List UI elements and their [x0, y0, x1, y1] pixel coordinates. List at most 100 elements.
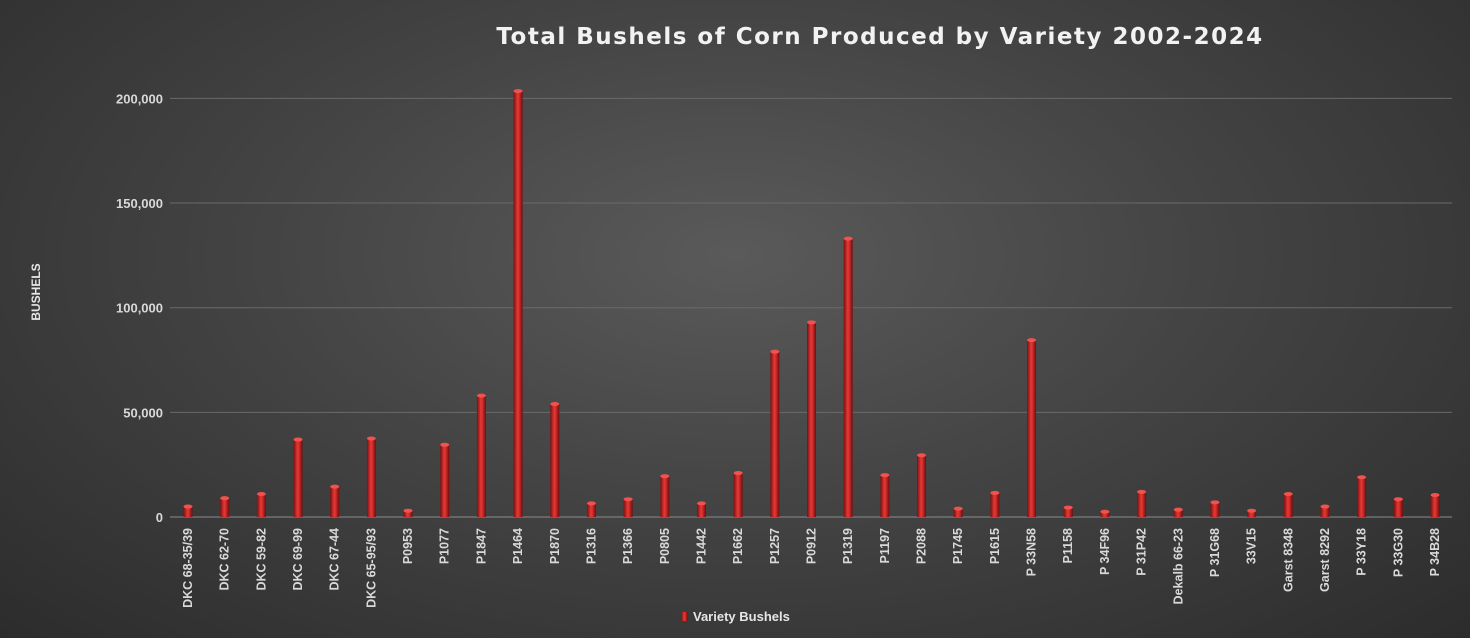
- bar: [366, 438, 376, 517]
- x-tick-label: P1870: [548, 528, 562, 564]
- bar: [220, 498, 230, 517]
- bar: [1393, 499, 1403, 517]
- bar: [880, 475, 890, 517]
- bar: [1247, 510, 1257, 517]
- bar: [440, 444, 450, 517]
- bars: [183, 89, 1440, 518]
- bar: [1357, 477, 1367, 517]
- bar-cap: [1210, 500, 1220, 505]
- bar-cap: [623, 497, 633, 502]
- bar: [330, 486, 340, 517]
- y-tick-label: 150,000: [116, 196, 163, 211]
- bar: [660, 476, 670, 517]
- bar: [953, 508, 963, 517]
- x-tick-label: P0805: [658, 528, 672, 564]
- x-tick-label: DKC 59-82: [254, 528, 268, 591]
- bar-cap: [1430, 493, 1440, 498]
- bar: [1063, 507, 1073, 517]
- y-tick-label: 100,000: [116, 301, 163, 316]
- bar-cap: [366, 436, 376, 441]
- bar: [1027, 340, 1037, 517]
- x-tick-label: 33V15: [1245, 528, 1259, 564]
- bar-cap: [330, 484, 340, 489]
- x-tick-label: P1745: [951, 528, 965, 564]
- bar-cap: [770, 349, 780, 354]
- bar-cap: [1063, 505, 1073, 510]
- bar-cap: [513, 89, 523, 94]
- x-tick-label: P 31G68: [1208, 528, 1222, 577]
- chart-title: Total Bushels of Corn Produced by Variet…: [496, 24, 1263, 50]
- x-tick-label: P1615: [988, 528, 1002, 564]
- bar-cap: [1027, 338, 1037, 343]
- bar: [256, 493, 266, 517]
- x-tick-label: P1847: [474, 528, 488, 564]
- bar-cap: [1100, 509, 1110, 514]
- x-tick-label: DKC 68-35/39: [181, 528, 195, 608]
- legend-swatch: [681, 612, 688, 621]
- x-axis-ticks: DKC 68-35/39 DKC 62-70 DKC 59-82 DKC 69-99 D…: [181, 528, 1442, 608]
- x-tick-label: P1319: [841, 528, 855, 564]
- x-tick-label: P2088: [915, 528, 929, 564]
- bar-cap: [1357, 475, 1367, 480]
- bar: [917, 455, 927, 517]
- bar-cap: [660, 474, 670, 479]
- bar: [1100, 511, 1110, 517]
- x-tick-label: P 31P42: [1135, 528, 1149, 576]
- x-tick-label: P0953: [401, 528, 415, 564]
- x-tick-label: P1662: [731, 528, 745, 564]
- x-tick-label: P1366: [621, 528, 635, 564]
- bar: [293, 439, 303, 517]
- bar-cap: [550, 401, 560, 406]
- bar-cap: [990, 490, 1000, 495]
- bar-cap: [1393, 497, 1403, 502]
- bar-cap: [1320, 504, 1330, 509]
- x-tick-label: P 33N58: [1025, 528, 1039, 576]
- x-tick-label: P1197: [878, 528, 892, 564]
- bar: [1430, 495, 1440, 517]
- bar: [1210, 502, 1220, 517]
- bar-cap: [440, 442, 450, 447]
- bar-cap: [293, 437, 303, 442]
- bar-cap: [733, 471, 743, 476]
- bar-cap: [917, 453, 927, 458]
- y-tick-label: 50,000: [123, 405, 163, 420]
- x-tick-label: P 33Y18: [1355, 528, 1369, 576]
- bar: [1173, 509, 1183, 517]
- bar: [1320, 506, 1330, 517]
- bar: [1137, 491, 1147, 517]
- bar: [403, 510, 413, 517]
- x-tick-label: P 34F96: [1098, 528, 1112, 575]
- bar: [586, 503, 596, 517]
- x-tick-label: P1077: [438, 528, 452, 564]
- bar-cap: [953, 506, 963, 511]
- bar-cap: [880, 473, 890, 478]
- x-tick-label: DKC 67-44: [328, 528, 342, 591]
- bar-cap: [696, 501, 706, 506]
- bar-cap: [1137, 489, 1147, 494]
- x-tick-label: P 34B28: [1428, 528, 1442, 576]
- y-tick-label: 200,000: [116, 91, 163, 106]
- x-tick-label: Dekalb 66-23: [1171, 528, 1185, 604]
- bar: [623, 499, 633, 517]
- legend: Variety Bushels: [681, 609, 790, 624]
- bar-cap: [1247, 508, 1257, 513]
- bar: [990, 492, 1000, 517]
- x-tick-label: Garst 8348: [1281, 528, 1295, 592]
- bar: [476, 395, 486, 517]
- bar: [550, 403, 560, 517]
- bar-cap: [220, 496, 230, 501]
- bar: [1283, 493, 1293, 517]
- bar-cap: [807, 320, 816, 325]
- y-tick-label: 0: [156, 510, 163, 525]
- x-tick-label: DKC 69-99: [291, 528, 305, 591]
- x-tick-label: P 33G30: [1391, 528, 1405, 577]
- bar: [807, 322, 816, 517]
- x-tick-label: P1464: [511, 528, 525, 564]
- bar-cap: [843, 236, 853, 241]
- x-tick-label: P1442: [694, 528, 708, 564]
- x-tick-label: P1158: [1061, 528, 1075, 564]
- bar: [733, 473, 743, 517]
- x-tick-label: DKC 62-70: [218, 528, 232, 591]
- bar: [696, 503, 706, 517]
